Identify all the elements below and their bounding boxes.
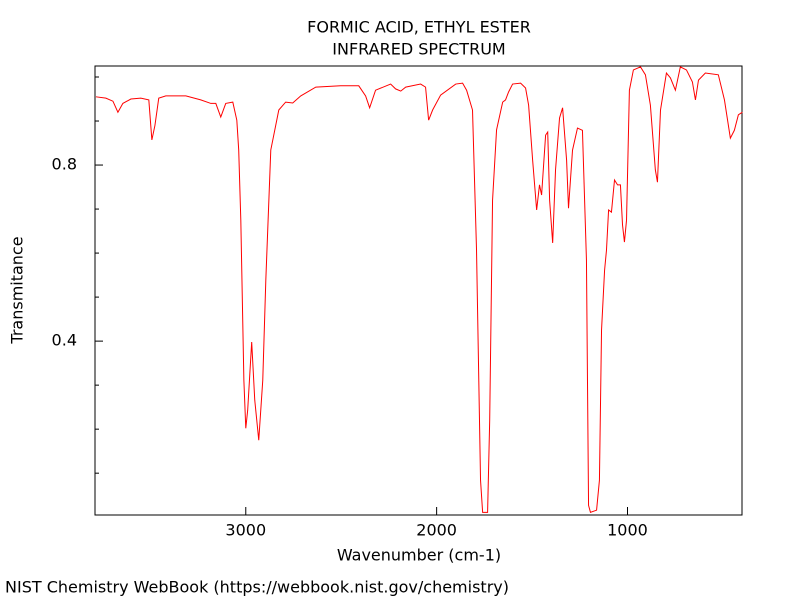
chart-subtitle: INFRARED SPECTRUM [332,40,505,59]
x-axis-label: Wavenumber (cm-1) [337,546,501,565]
x-tick-label: 2000 [416,521,457,540]
x-tick-label: 3000 [225,521,266,540]
y-tick-label: 0.4 [52,331,77,350]
x-tick-label: 1000 [607,521,648,540]
source-note: NIST Chemistry WebBook (https://webbook.… [5,578,509,597]
y-axis-label: Transmitance [8,236,27,344]
y-tick-label: 0.8 [52,155,77,174]
plot-frame [94,65,743,516]
spectrum-line [95,66,743,514]
chart-title: FORMIC ACID, ETHYL ESTER [307,18,531,37]
